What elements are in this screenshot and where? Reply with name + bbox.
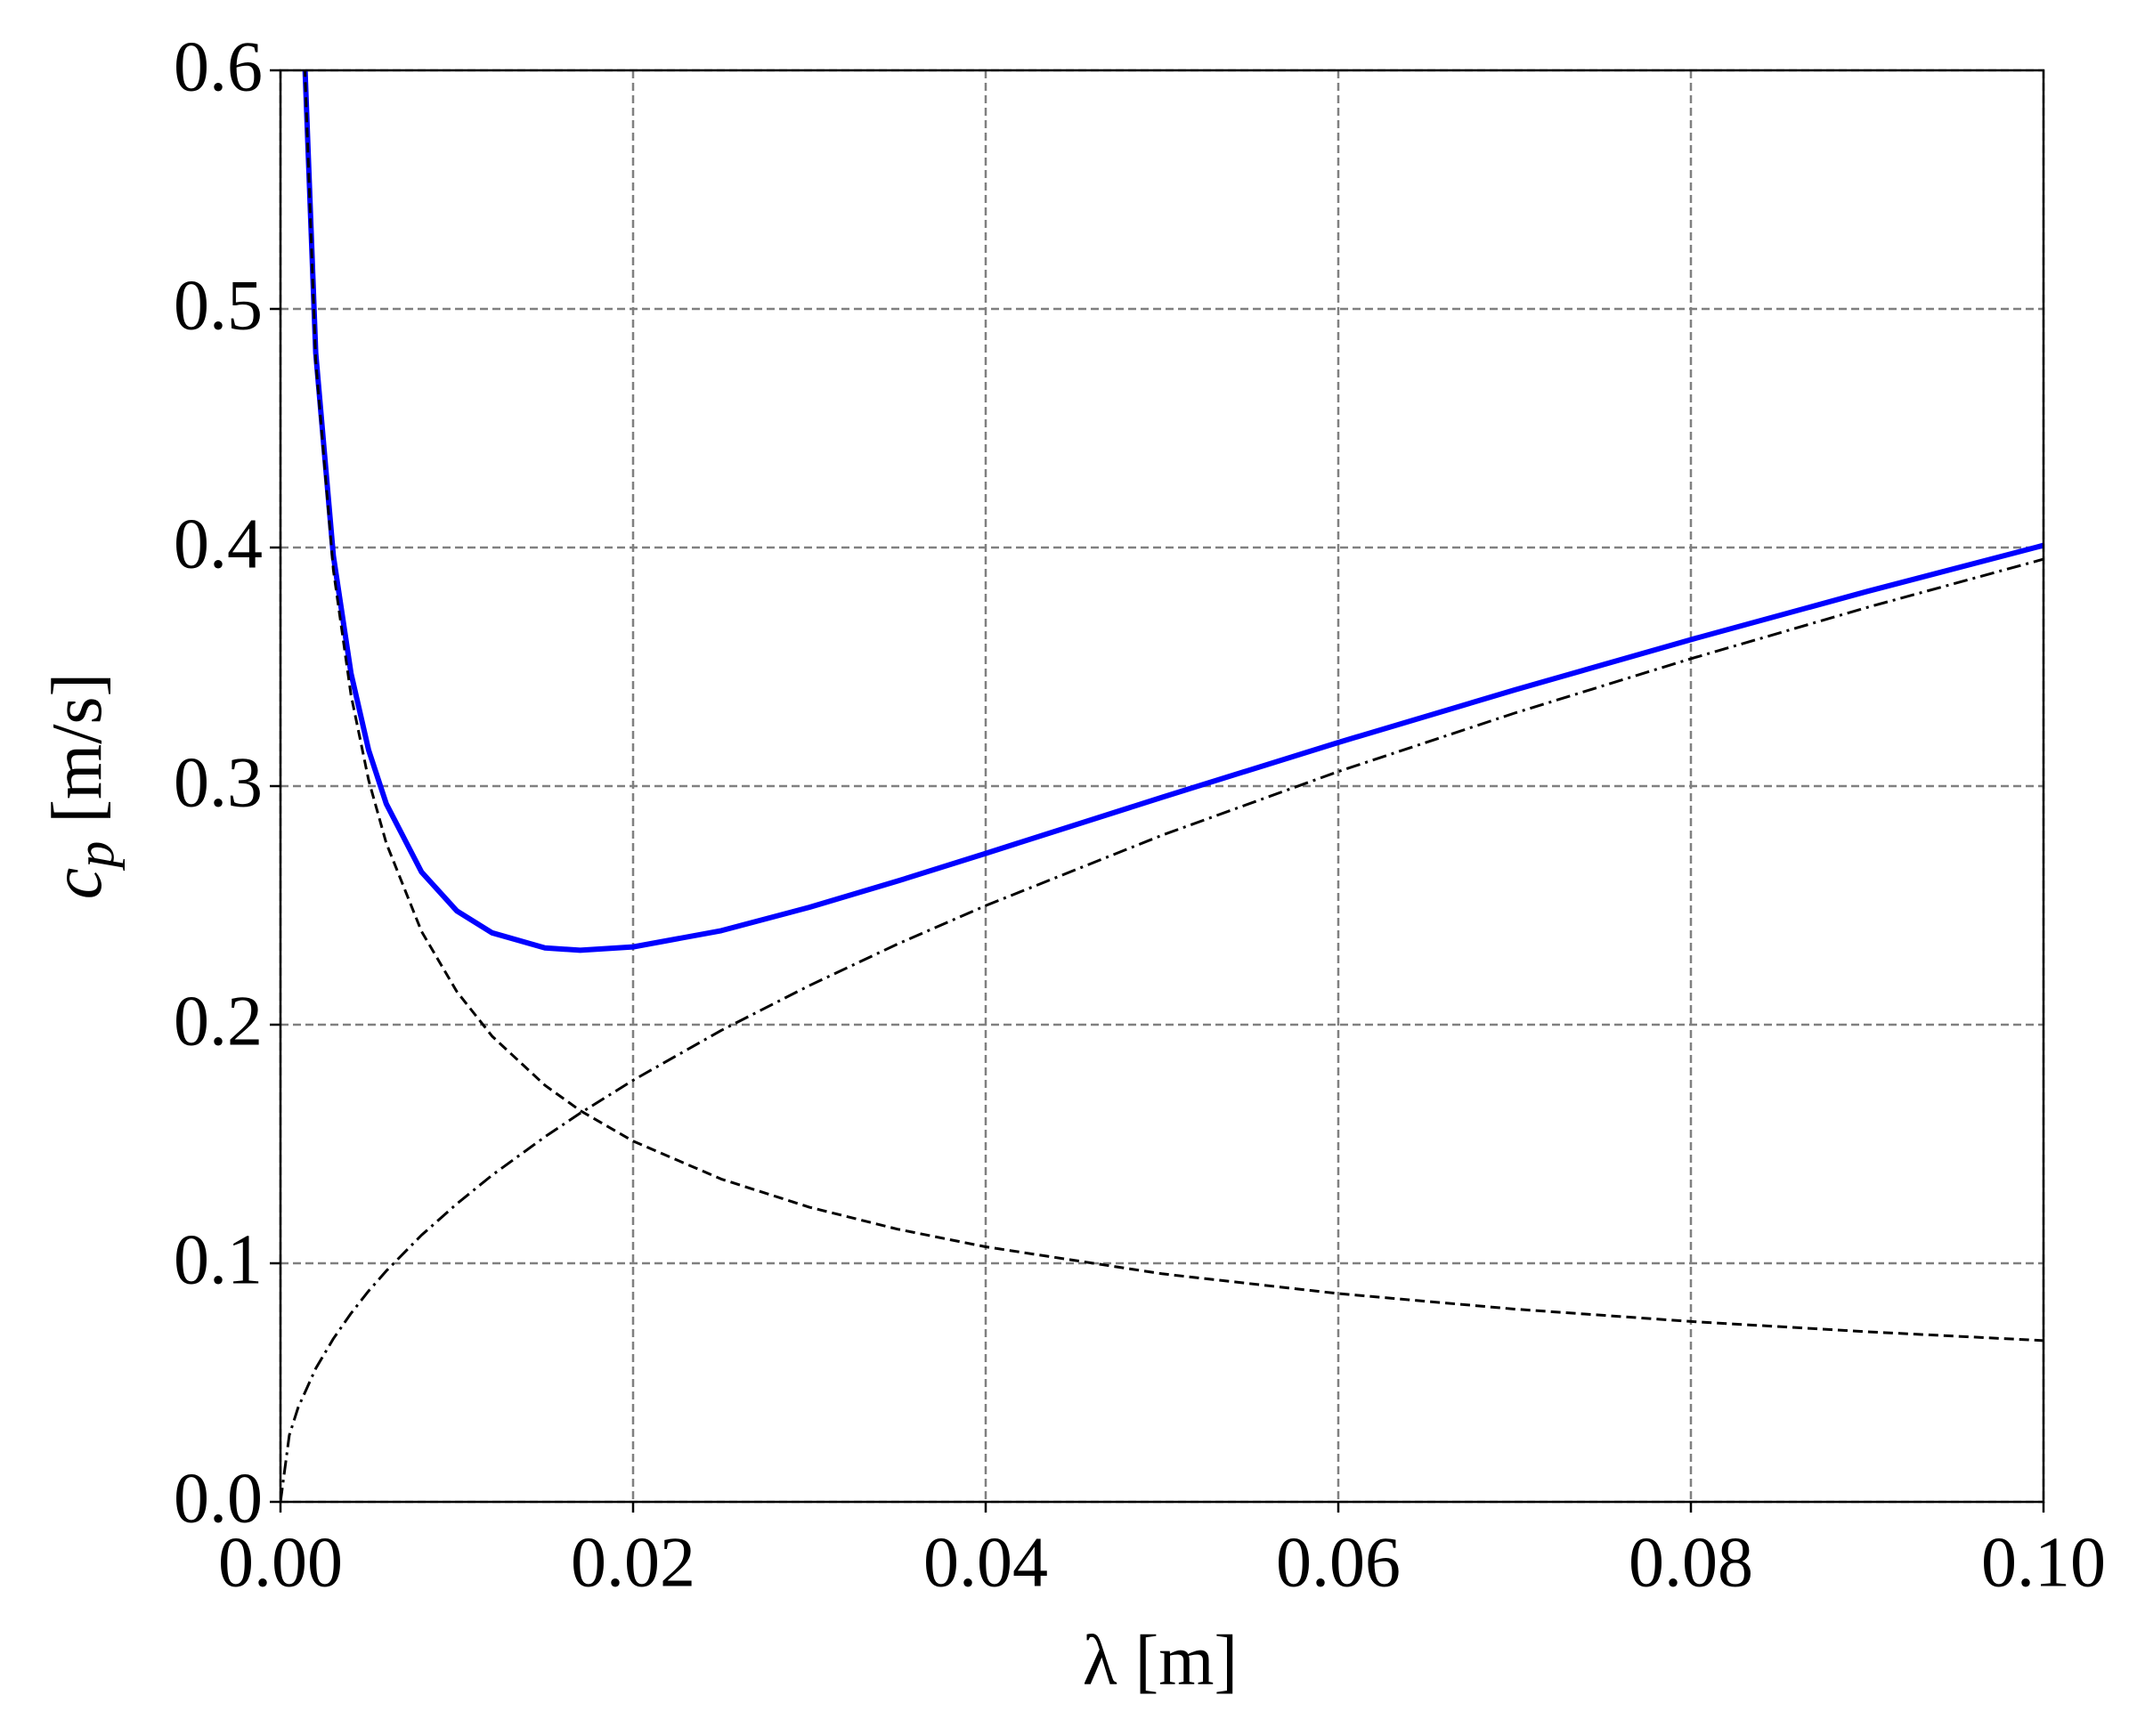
series-line	[303, 70, 2044, 1343]
x-tick-label: 0.06	[1276, 1523, 1401, 1602]
y-tick-label: 0.5	[174, 266, 263, 345]
y-axis-label: cp [m/s]	[38, 673, 124, 899]
x-tick-label: 0.08	[1629, 1523, 1753, 1602]
y-label-subscript: p	[66, 841, 125, 872]
x-axis-label: λ [m]	[1083, 1621, 1238, 1699]
x-tick-label: 0.02	[571, 1523, 695, 1602]
series-line	[280, 557, 2044, 1502]
lines	[280, 70, 2044, 1502]
x-tick-label: 0.00	[218, 1523, 343, 1602]
x-tick-label: 0.04	[923, 1523, 1048, 1602]
y-label-unit: [m/s]	[38, 673, 117, 823]
y-tick-label: 0.4	[174, 505, 263, 583]
y-tick-label: 0.1	[174, 1221, 263, 1299]
y-label-symbol: c	[38, 868, 117, 900]
x-tick-label: 0.10	[1981, 1523, 2106, 1602]
y-tick-label: 0.0	[174, 1459, 263, 1537]
grid	[279, 69, 2045, 1504]
series-line	[302, 70, 2044, 953]
y-tick-label: 0.3	[174, 743, 263, 822]
y-tick-label: 0.2	[174, 982, 263, 1060]
ticks: 0.00 0.02 0.04 0.06 0.08 0.10 0.0 0.1 0.2 0.3 0.4 0…	[174, 28, 2106, 1602]
y-tick-label: 0.6	[174, 28, 263, 106]
